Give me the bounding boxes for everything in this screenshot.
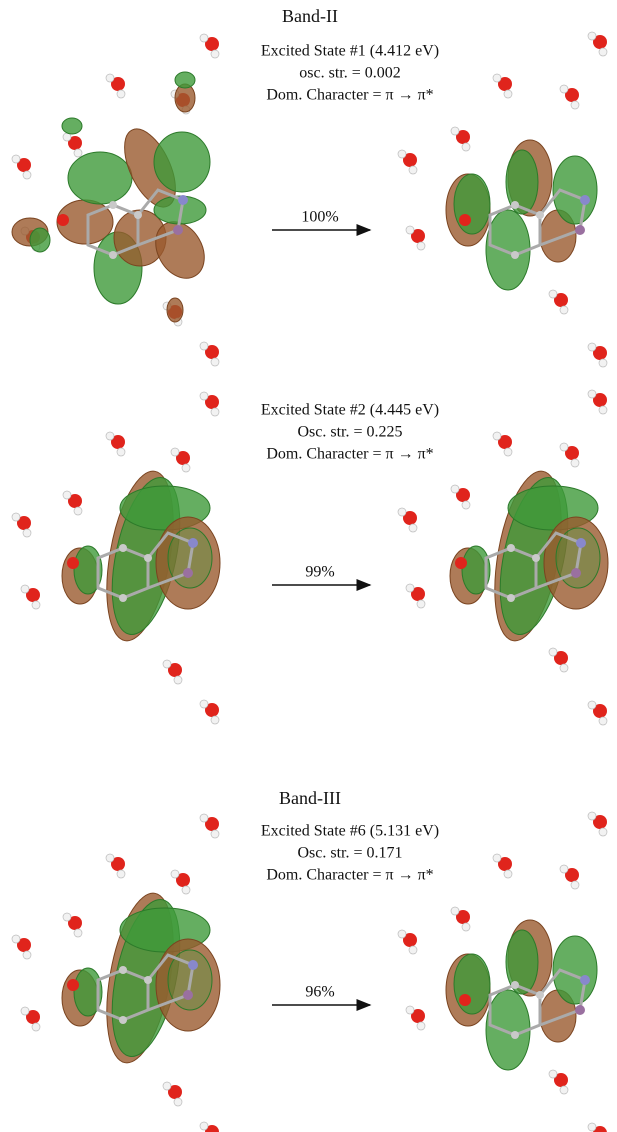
band-title: Band-III (279, 788, 341, 808)
oscillator-strength: Osc. str. = 0.171 (297, 845, 402, 862)
graphic (62, 888, 220, 1068)
state: Excited State #2 (4.445 eV) (261, 402, 439, 419)
oscillator-strength: Osc. str. = 0.225 (297, 424, 402, 441)
panel: Band-III Excited State #6 (5.131 eV) Osc… (12, 788, 607, 1132)
dominant-character: Dom. Character = π → π* (266, 446, 433, 463)
dominant-character: Dom. Character = π → π* (266, 87, 433, 104)
state: Excited State #1 (4.412 eV) (261, 43, 439, 60)
panel: Band-II Excited State #1 (4.412 eV) osc.… (12, 6, 607, 367)
graphic (446, 140, 597, 290)
oscillator-strength: osc. str. = 0.002 (299, 65, 400, 82)
graphic (12, 72, 214, 322)
graphic (446, 920, 597, 1070)
contribution: 100% (301, 209, 338, 226)
graphic (450, 466, 608, 646)
contribution: 99% (305, 564, 334, 581)
page: {"panels": [ {"band": "Band-II", "state"… (0, 0, 617, 1132)
graphic (62, 466, 220, 646)
figure: Band-II Excited State #1 (4.412 eV) osc.… (0, 0, 617, 1132)
band-title: Band-II (282, 6, 338, 26)
panel: Excited State #2 (4.445 eV) Osc. str. = … (12, 390, 608, 725)
state: Excited State #6 (5.131 eV) (261, 823, 439, 840)
body: Band-II Excited State #1 (4.412 eV) osc.… (0, 0, 617, 1132)
dominant-character: Dom. Character = π → π* (266, 867, 433, 884)
contribution: 96% (305, 984, 334, 1001)
